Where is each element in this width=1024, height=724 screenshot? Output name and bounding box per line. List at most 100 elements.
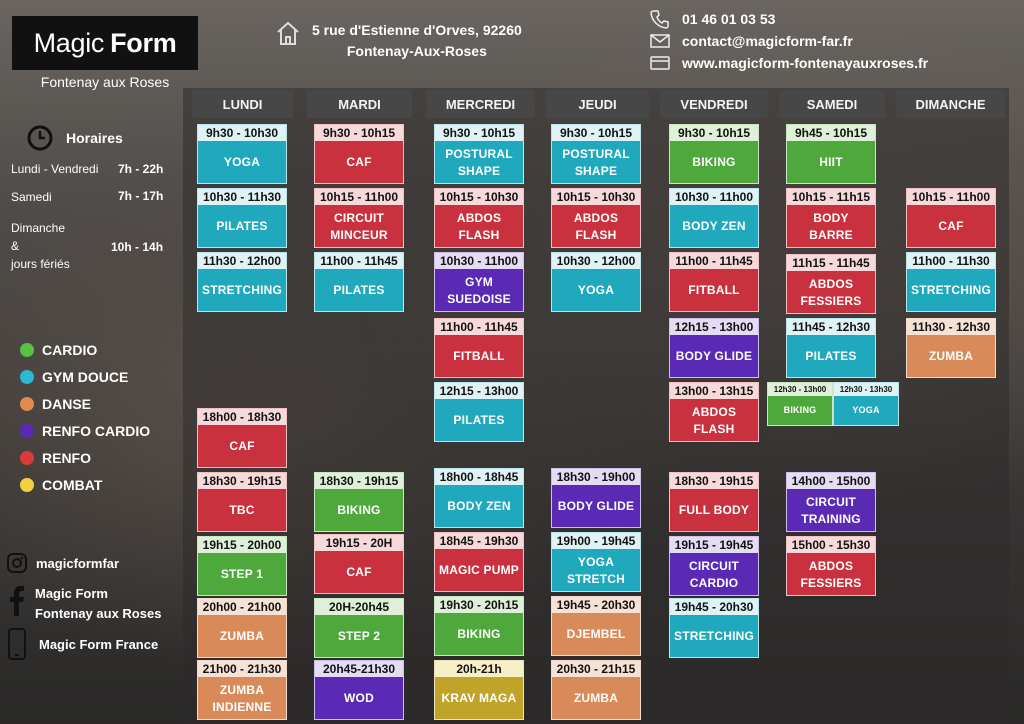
class-card[interactable]: 20h30 - 21h15 ZUMBA bbox=[551, 660, 641, 720]
class-card[interactable]: 13h00 - 13h15 ABDOS FLASH bbox=[669, 382, 759, 442]
facebook-link[interactable]: Magic Form Fontenay aux Roses bbox=[6, 584, 161, 624]
legend-dot bbox=[20, 342, 34, 357]
category-legend: CARDIO GYM DOUCE DANSE RENFO CARDIO RENF… bbox=[20, 336, 150, 498]
class-card[interactable]: 19h15 - 20h00 STEP 1 bbox=[197, 536, 287, 596]
class-name: HIIT bbox=[819, 155, 843, 169]
class-card[interactable]: 9h45 - 10h15 HIIT bbox=[786, 124, 876, 184]
class-card[interactable]: 12h15 - 13h00 PILATES bbox=[434, 382, 524, 442]
class-card[interactable]: 9h30 - 10h15 BIKING bbox=[669, 124, 759, 184]
class-name: CIRCUIT TRAINING bbox=[801, 494, 861, 526]
class-card[interactable]: 21h00 - 21h30 ZUMBA INDIENNE bbox=[197, 660, 287, 720]
class-card[interactable]: 10h15 - 11h15 BODY BARRE bbox=[786, 188, 876, 248]
contact-website[interactable]: www.magicform-fontenayauxroses.fr bbox=[650, 52, 928, 74]
class-time: 20h45-21h30 bbox=[315, 661, 403, 677]
class-card[interactable]: 10h30 - 12h00 YOGA bbox=[551, 252, 641, 312]
legend-label: RENFO bbox=[42, 449, 91, 466]
class-card[interactable]: 11h00 - 11h45 FITBALL bbox=[669, 252, 759, 312]
class-card[interactable]: 11h30 - 12h00 STRETCHING bbox=[197, 252, 287, 312]
contact-phone[interactable]: 01 46 01 03 53 bbox=[650, 8, 928, 30]
brand-form: Form bbox=[110, 27, 177, 58]
class-time: 11h00 - 11h45 bbox=[315, 253, 403, 269]
legend-label: RENFO CARDIO bbox=[42, 422, 151, 439]
address-line1: 5 rue d'Estienne d'Orves, 92260 bbox=[312, 22, 522, 38]
class-time: 19h15 - 19h45 bbox=[670, 537, 758, 553]
class-card[interactable]: 18h30 - 19h00 BODY GLIDE bbox=[551, 468, 641, 528]
class-time: 19h15 - 20h00 bbox=[198, 537, 286, 553]
class-card[interactable]: 18h00 - 18h45 BODY ZEN bbox=[434, 468, 524, 528]
class-card[interactable]: 9h30 - 10h15 CAF bbox=[314, 124, 404, 184]
class-name: STEP 2 bbox=[337, 629, 381, 643]
class-card[interactable]: 9h30 - 10h15 POSTURAL SHAPE bbox=[551, 124, 641, 184]
class-name: BIKING bbox=[783, 405, 817, 415]
brand-magic: Magic bbox=[33, 27, 105, 58]
class-card[interactable]: 19h15 - 20H CAF bbox=[314, 534, 404, 594]
class-name: STRETCHING bbox=[202, 283, 282, 297]
class-name: CAF bbox=[229, 439, 255, 453]
class-card[interactable]: 19h45 - 20h30 DJEMBEL bbox=[551, 596, 641, 656]
class-card[interactable]: 11h00 - 11h30 STRETCHING bbox=[906, 252, 996, 312]
class-card[interactable]: 10h15 - 10h30 ABDOS FLASH bbox=[551, 188, 641, 248]
class-card[interactable]: 10h15 - 11h00 CAF bbox=[906, 188, 996, 248]
class-time: 11h00 - 11h45 bbox=[435, 319, 523, 335]
class-card[interactable]: 11h45 - 12h30 PILATES bbox=[786, 318, 876, 378]
hours-value-sunday: 10h - 14h bbox=[111, 240, 164, 254]
class-card[interactable]: 12h15 - 13h00 BODY GLIDE bbox=[669, 318, 759, 378]
class-time: 19h30 - 20h15 bbox=[435, 597, 523, 613]
class-name: CAF bbox=[938, 219, 964, 233]
class-time: 12h15 - 13h00 bbox=[670, 319, 758, 335]
class-time: 11h30 - 12h30 bbox=[907, 319, 995, 335]
class-name: CIRCUIT CARDIO bbox=[688, 558, 740, 590]
class-card[interactable]: 11h15 - 11h45 ABDOS FESSIERS bbox=[786, 254, 876, 314]
hours-label-holidays: jours fériés bbox=[11, 257, 70, 271]
class-card[interactable]: 19h00 - 19h45 YOGA STRETCH bbox=[551, 532, 641, 592]
instagram-handle: magicformfar bbox=[36, 555, 120, 571]
class-card[interactable]: 15h00 - 15h30 ABDOS FESSIERS bbox=[786, 536, 876, 596]
class-name: BODY BARRE bbox=[809, 210, 853, 242]
class-time: 10h30 - 11h30 bbox=[198, 189, 286, 205]
class-name: PILATES bbox=[216, 219, 268, 233]
class-card[interactable]: 18h30 - 19h15 TBC bbox=[197, 472, 287, 532]
contact-block: 01 46 01 03 53 contact@magicform-far.fr … bbox=[650, 8, 928, 74]
class-card[interactable]: 10h15 - 11h00 CIRCUIT MINCEUR bbox=[314, 188, 404, 248]
legend-dot bbox=[20, 477, 34, 492]
class-card[interactable]: 14h00 - 15h00 CIRCUIT TRAINING bbox=[786, 472, 876, 532]
brand-logo: Magic Form bbox=[12, 16, 198, 70]
legend-label: DANSE bbox=[42, 395, 92, 412]
class-card[interactable]: 18h30 - 19h15 BIKING bbox=[314, 472, 404, 532]
class-card[interactable]: 11h30 - 12h30 ZUMBA bbox=[906, 318, 996, 378]
class-name: ZUMBA bbox=[573, 691, 619, 705]
class-card[interactable]: 20h00 - 21h00 ZUMBA bbox=[197, 598, 287, 658]
class-card[interactable]: 12h30 - 13h30 YOGA bbox=[833, 382, 899, 426]
class-card[interactable]: 9h30 - 10h30 YOGA bbox=[197, 124, 287, 184]
class-time: 10h30 - 11h00 bbox=[670, 189, 758, 205]
class-card[interactable]: 18h45 - 19h30 MAGIC PUMP bbox=[434, 532, 524, 592]
class-card[interactable]: 20H-20h45 STEP 2 bbox=[314, 598, 404, 658]
class-card[interactable]: 10h30 - 11h00 BODY ZEN bbox=[669, 188, 759, 248]
class-card[interactable]: 19h30 - 20h15 BIKING bbox=[434, 596, 524, 656]
class-card[interactable]: 10h15 - 10h30 ABDOS FLASH bbox=[434, 188, 524, 248]
class-card[interactable]: 11h00 - 11h45 FITBALL bbox=[434, 318, 524, 378]
class-card[interactable]: 18h00 - 18h30 CAF bbox=[197, 408, 287, 468]
class-card[interactable]: 10h30 - 11h30 PILATES bbox=[197, 188, 287, 248]
class-card[interactable]: 11h00 - 11h45 PILATES bbox=[314, 252, 404, 312]
class-name: WOD bbox=[344, 691, 374, 705]
class-card[interactable]: 18h30 - 19h15 FULL BODY bbox=[669, 472, 759, 532]
class-card[interactable]: 19h45 - 20h30 STRETCHING bbox=[669, 598, 759, 658]
class-card[interactable]: 20h-21h KRAV MAGA bbox=[434, 660, 524, 720]
class-time: 10h15 - 11h15 bbox=[787, 189, 875, 205]
class-card[interactable]: 12h30 - 13h00 BIKING bbox=[767, 382, 833, 426]
instagram-link[interactable]: magicformfar bbox=[6, 552, 119, 574]
class-time: 9h30 - 10h15 bbox=[552, 125, 640, 141]
hours-label-saturday: Samedi bbox=[11, 190, 52, 204]
contact-email[interactable]: contact@magicform-far.fr bbox=[650, 30, 928, 52]
class-card[interactable]: 10h30 - 11h00 GYM SUEDOISE bbox=[434, 252, 524, 312]
app-link[interactable]: Magic Form France bbox=[6, 628, 158, 660]
legend-label: GYM DOUCE bbox=[42, 368, 129, 385]
class-time: 10h15 - 11h00 bbox=[907, 189, 995, 205]
class-name: DJEMBEL bbox=[566, 627, 626, 641]
class-time: 10h15 - 10h30 bbox=[435, 189, 523, 205]
class-card[interactable]: 9h30 - 10h15 POSTURAL SHAPE bbox=[434, 124, 524, 184]
class-name: PILATES bbox=[453, 413, 505, 427]
class-card[interactable]: 20h45-21h30 WOD bbox=[314, 660, 404, 720]
class-card[interactable]: 19h15 - 19h45 CIRCUIT CARDIO bbox=[669, 536, 759, 596]
